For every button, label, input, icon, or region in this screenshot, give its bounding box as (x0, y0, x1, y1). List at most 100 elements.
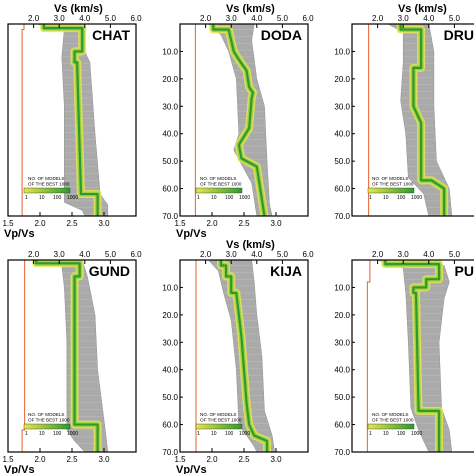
depth-tick-label: 20.0 (334, 75, 350, 84)
legend-title-line-2: OF THE BEST 1000 (372, 182, 414, 187)
legend-tick-label: 100 (53, 431, 62, 437)
legend-tick-label: 1 (25, 431, 28, 437)
vpvs-axis-title: Vp/Vs (4, 464, 35, 474)
vpvs-tick-label: 3.0 (270, 455, 282, 464)
vs-tick-label: 2.0 (28, 250, 40, 259)
vpvs-tick-label: 2.0 (34, 455, 46, 464)
vs-tick-label: 3.0 (226, 250, 238, 259)
legend-tick-label: 100 (225, 195, 234, 201)
depth-tick-label: 70.0 (162, 212, 178, 221)
depth-tick-label: 50.0 (162, 393, 178, 402)
vs-tick-label: 6.0 (302, 250, 314, 259)
depth-tick-label: 40.0 (334, 366, 350, 375)
legend-tick-label: 10 (383, 431, 389, 437)
depth-tick-label: 70.0 (334, 212, 350, 221)
depth-tick-label: 60.0 (162, 185, 178, 194)
vs-tick-label: 4.0 (423, 14, 435, 23)
legend-tick-label: 1000 (239, 431, 250, 437)
vs-axis-title: Vs (km/s) (226, 239, 275, 251)
vpvs-tick-label: 2.5 (66, 219, 78, 228)
legend-tick-label: 1000 (239, 195, 250, 201)
legend-tick-label: 10 (383, 195, 389, 201)
best-vs-model-line (399, 24, 446, 216)
legend-tick-label: 1 (197, 195, 200, 201)
legend-title: NO. OF MODELS (28, 176, 65, 181)
plot-area (352, 24, 474, 216)
station-name: DRU (444, 27, 474, 43)
depth-tick-label: 20.0 (162, 75, 178, 84)
vpvs-tick-label: 1.5 (2, 219, 14, 228)
legend-tick-label: 1 (369, 431, 372, 437)
depth-tick-label: 30.0 (334, 338, 350, 347)
legend-tick-label: 1000 (411, 431, 422, 437)
vpvs-axis-title: Vp/Vs (176, 228, 207, 240)
legend-title-line-2: OF THE BEST 1000 (28, 418, 70, 423)
best-vs-model-line (35, 260, 99, 452)
depth-tick-label: 40.0 (162, 130, 178, 139)
vs-tick-label: 3.0 (226, 14, 238, 23)
panel-dru: 2.03.04.05.06.0Vs (km/s)10.020.030.040.0… (334, 3, 474, 221)
best-vs-model-line (384, 260, 441, 452)
legend-tick-label: 1 (369, 195, 372, 201)
legend-tick-label: 10 (39, 431, 45, 437)
depth-tick-label: 70.0 (162, 448, 178, 457)
vs-tick-label: 3.0 (54, 14, 66, 23)
legend-tick-label: 1 (25, 195, 28, 201)
depth-tick-label: 40.0 (334, 130, 350, 139)
vp-vs-profile-line (366, 260, 371, 452)
legend-title-line-2: OF THE BEST 1000 (200, 418, 242, 423)
vs-tick-label: 3.0 (54, 250, 66, 259)
legend-title-line-2: OF THE BEST 1000 (372, 418, 414, 423)
vpvs-tick-label: 2.0 (206, 455, 218, 464)
legend-title: NO. OF MODELS (372, 176, 409, 181)
depth-tick-label: 10.0 (162, 283, 178, 292)
depth-tick-label: 60.0 (162, 421, 178, 430)
vs-tick-label: 4.0 (423, 250, 435, 259)
vs-tick-label: 2.0 (372, 250, 384, 259)
vpvs-tick-label: 3.0 (98, 455, 110, 464)
depth-tick-label: 30.0 (162, 338, 178, 347)
legend-title: NO. OF MODELS (28, 412, 65, 417)
vs-tick-label: 2.0 (28, 14, 40, 23)
depth-tick-label: 20.0 (162, 311, 178, 320)
legend-title: NO. OF MODELS (372, 412, 409, 417)
station-name: DODA (261, 27, 302, 43)
legend-colorbar (195, 187, 243, 194)
depth-tick-label: 30.0 (334, 102, 350, 111)
panel-pu: 2.03.04.05.06.010.020.030.040.050.060.07… (334, 250, 474, 457)
station-name: CHAT (92, 27, 130, 43)
depth-tick-label: 10.0 (162, 47, 178, 56)
vs-tick-label: 2.0 (200, 250, 212, 259)
vpvs-tick-label: 2.5 (66, 455, 78, 464)
legend-tick-label: 100 (397, 195, 406, 201)
legend-tick-label: 100 (225, 431, 234, 437)
depth-tick-label: 30.0 (162, 102, 178, 111)
legend-tick-label: 1 (197, 431, 200, 437)
best-vs-model-line (212, 24, 266, 216)
vs-axis-title: Vs (km/s) (226, 3, 275, 15)
legend-tick-label: 10 (211, 431, 217, 437)
depth-tick-label: 50.0 (334, 157, 350, 166)
depth-tick-label: 10.0 (334, 283, 350, 292)
vpvs-tick-label: 2.5 (238, 455, 250, 464)
legend-colorbar (195, 423, 243, 430)
vp-vs-profile-line (21, 24, 25, 216)
plot-area (352, 260, 474, 452)
vs-tick-label: 6.0 (130, 14, 142, 23)
plot-area (180, 260, 308, 452)
vs-tick-label: 5.0 (277, 250, 289, 259)
legend-colorbar (367, 187, 415, 194)
depth-tick-label: 60.0 (334, 421, 350, 430)
depth-tick-label: 50.0 (162, 157, 178, 166)
depth-tick-label: 60.0 (334, 185, 350, 194)
vpvs-tick-label: 2.0 (206, 219, 218, 228)
panel-kija: 2.0 3.0 4.0 5.0 6.0 Vs (km/s) 1.5 2.0 2.5 3.0 Vp/V… (162, 239, 314, 474)
vpvs-axis-title: Vp/Vs (4, 228, 35, 240)
legend-title-line-2: OF THE BEST 1000 (200, 182, 242, 187)
legend-tick-label: 100 (53, 195, 62, 201)
vs-tick-label: 3.0 (398, 14, 410, 23)
legend-tick-label: 100 (397, 431, 406, 437)
legend-colorbar (367, 423, 415, 430)
plot-area (8, 24, 136, 216)
